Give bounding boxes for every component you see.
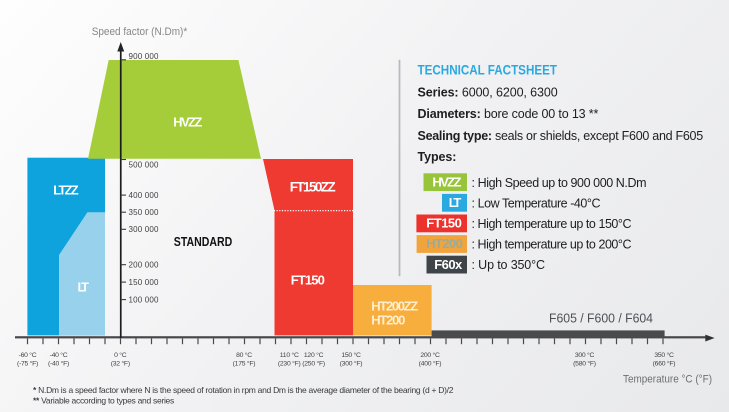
svg-text:: High temperature up to 200°C: : High temperature up to 200°C	[472, 238, 632, 252]
svg-text:200 °C: 200 °C	[420, 351, 440, 359]
svg-text:TECHNICAL FACTSHEET: TECHNICAL FACTSHEET	[418, 63, 558, 78]
svg-text:200 000: 200 000	[129, 261, 160, 270]
svg-text:(580 °F): (580 °F)	[573, 360, 596, 368]
svg-text:HT200: HT200	[426, 236, 463, 251]
svg-text:Types:: Types:	[418, 150, 457, 164]
svg-text:(250 °F): (250 °F)	[302, 360, 325, 368]
svg-text:Diameters: bore code 00 to 13: Diameters: bore code 00 to 13 **	[418, 107, 599, 121]
svg-text:300 °C: 300 °C	[575, 351, 595, 359]
svg-text:150 000: 150 000	[129, 278, 160, 287]
svg-text:400 000: 400 000	[129, 191, 160, 200]
svg-text:350 000: 350 000	[129, 208, 160, 217]
svg-text:300 000: 300 000	[129, 225, 160, 234]
svg-text:120 °C: 120 °C	[304, 351, 324, 359]
svg-text:(32 °F): (32 °F)	[111, 360, 130, 368]
svg-text:110 °C: 110 °C	[280, 351, 299, 359]
svg-text:: Up to 350°C: : Up to 350°C	[472, 258, 546, 272]
svg-text:: High temperature up to 150°C: : High temperature up to 150°C	[472, 217, 632, 231]
svg-text:80 °C: 80 °C	[236, 351, 252, 359]
svg-text:500 000: 500 000	[129, 161, 160, 170]
svg-text:: Low Temperature -40°C: : Low Temperature -40°C	[472, 196, 601, 210]
svg-text:Series: 6000, 6200, 6300: Series: 6000, 6200, 6300	[418, 86, 558, 100]
svg-text:900 000: 900 000	[129, 52, 160, 61]
svg-text:(400 °F): (400 °F)	[419, 360, 442, 368]
svg-text:HT200: HT200	[371, 312, 405, 327]
svg-text:350 °C: 350 °C	[654, 351, 674, 359]
svg-text:Speed factor (N.Dm)*: Speed factor (N.Dm)*	[92, 26, 188, 38]
svg-text:(230 °F): (230 °F)	[278, 360, 301, 368]
svg-text:HT200ZZ: HT200ZZ	[371, 299, 418, 314]
svg-text:HVZZ: HVZZ	[173, 115, 202, 130]
svg-text:LT: LT	[78, 279, 90, 294]
svg-text:: High Speed up to 900 000 N.D: : High Speed up to 900 000 N.Dm	[472, 176, 647, 190]
svg-text:150 °C: 150 °C	[341, 351, 361, 359]
svg-text:FT150: FT150	[291, 272, 325, 287]
svg-text:(175 °F): (175 °F)	[233, 360, 256, 368]
svg-text:F60x: F60x	[434, 257, 463, 272]
svg-text:Sealing type: seals or shields: Sealing type: seals or shields, except F…	[418, 129, 704, 143]
svg-text:* N.Dm is a speed factor where: * N.Dm is a speed factor where N is the …	[33, 385, 454, 395]
svg-text:(-40 °F): (-40 °F)	[48, 360, 69, 368]
svg-text:** Variable according to types: ** Variable according to types and serie…	[33, 396, 174, 406]
svg-text:FT150: FT150	[426, 216, 462, 231]
svg-text:0 °C: 0 °C	[114, 351, 127, 359]
svg-text:Temperature °C (°F): Temperature °C (°F)	[623, 373, 712, 385]
svg-text:LTZZ: LTZZ	[53, 183, 78, 198]
svg-text:100 000: 100 000	[129, 296, 160, 305]
svg-text:HVZZ: HVZZ	[432, 174, 461, 189]
svg-text:F605 / F600 / F604: F605 / F600 / F604	[549, 311, 653, 326]
svg-text:FT150ZZ: FT150ZZ	[290, 179, 336, 194]
svg-text:(660 °F): (660 °F)	[653, 360, 676, 368]
svg-text:-60 °C: -60 °C	[19, 351, 37, 359]
svg-text:(300 °F): (300 °F)	[340, 360, 363, 368]
svg-text:LT: LT	[449, 195, 462, 210]
svg-text:STANDARD: STANDARD	[174, 235, 233, 249]
svg-text:(-75 °F): (-75 °F)	[17, 360, 38, 368]
svg-text:-40 °C: -40 °C	[50, 351, 68, 359]
